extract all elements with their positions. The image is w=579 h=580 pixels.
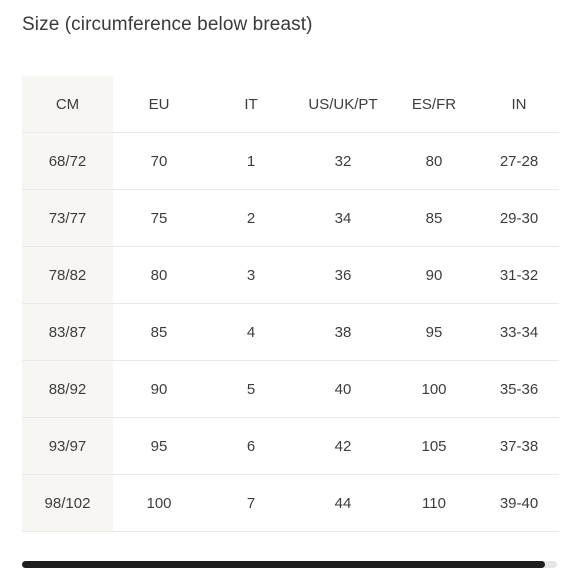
cell-it: 4 (205, 303, 297, 361)
cell-cm: 88/92 (22, 360, 113, 418)
column-header-us-uk-pt: US/UK/PT (297, 76, 389, 133)
cell-es-fr: 80 (389, 132, 479, 190)
column-header-it: IT (205, 76, 297, 133)
table-row: 98/102 100 7 44 110 39-40 (22, 474, 559, 532)
column-header-es-fr: ES/FR (389, 76, 479, 133)
cell-cm: 78/82 (22, 246, 113, 304)
cell-it: 6 (205, 417, 297, 475)
cell-eu: 85 (113, 303, 205, 361)
cell-it: 3 (205, 246, 297, 304)
cell-es-fr: 90 (389, 246, 479, 304)
cell-es-fr: 85 (389, 189, 479, 247)
column-header-in: IN (479, 76, 559, 133)
cell-in: 29-30 (479, 189, 559, 247)
horizontal-scrollbar-thumb[interactable] (22, 561, 545, 568)
cell-us-uk-pt: 38 (297, 303, 389, 361)
table-row: 88/92 90 5 40 100 35-36 (22, 360, 559, 418)
cell-eu: 95 (113, 417, 205, 475)
cell-cm: 98/102 (22, 474, 113, 532)
cell-es-fr: 105 (389, 417, 479, 475)
table-row: 73/77 75 2 34 85 29-30 (22, 189, 559, 247)
cell-us-uk-pt: 40 (297, 360, 389, 418)
cell-cm: 83/87 (22, 303, 113, 361)
cell-us-uk-pt: 34 (297, 189, 389, 247)
column-header-cm: CM (22, 76, 113, 133)
size-table-container: CM EU IT US/UK/PT ES/FR IN 68/72 70 1 32… (22, 76, 559, 532)
column-header-eu: EU (113, 76, 205, 133)
cell-it: 1 (205, 132, 297, 190)
cell-eu: 100 (113, 474, 205, 532)
cell-us-uk-pt: 36 (297, 246, 389, 304)
cell-cm: 73/77 (22, 189, 113, 247)
cell-in: 33-34 (479, 303, 559, 361)
table-header-row: CM EU IT US/UK/PT ES/FR IN (22, 76, 559, 133)
cell-in: 31-32 (479, 246, 559, 304)
cell-cm: 68/72 (22, 132, 113, 190)
cell-es-fr: 100 (389, 360, 479, 418)
cell-us-uk-pt: 32 (297, 132, 389, 190)
cell-es-fr: 95 (389, 303, 479, 361)
table-row: 78/82 80 3 36 90 31-32 (22, 246, 559, 304)
table-row: 83/87 85 4 38 95 33-34 (22, 303, 559, 361)
cell-eu: 75 (113, 189, 205, 247)
cell-eu: 80 (113, 246, 205, 304)
cell-us-uk-pt: 44 (297, 474, 389, 532)
cell-eu: 70 (113, 132, 205, 190)
cell-in: 37-38 (479, 417, 559, 475)
cell-es-fr: 110 (389, 474, 479, 532)
cell-it: 2 (205, 189, 297, 247)
cell-in: 27-28 (479, 132, 559, 190)
cell-cm: 93/97 (22, 417, 113, 475)
cell-it: 5 (205, 360, 297, 418)
size-chart-title: Size (circumference below breast) (22, 14, 313, 35)
cell-eu: 90 (113, 360, 205, 418)
cell-in: 39-40 (479, 474, 559, 532)
cell-it: 7 (205, 474, 297, 532)
cell-us-uk-pt: 42 (297, 417, 389, 475)
table-row: 93/97 95 6 42 105 37-38 (22, 417, 559, 475)
table-row: 68/72 70 1 32 80 27-28 (22, 132, 559, 190)
cell-in: 35-36 (479, 360, 559, 418)
size-table: CM EU IT US/UK/PT ES/FR IN 68/72 70 1 32… (22, 76, 559, 532)
